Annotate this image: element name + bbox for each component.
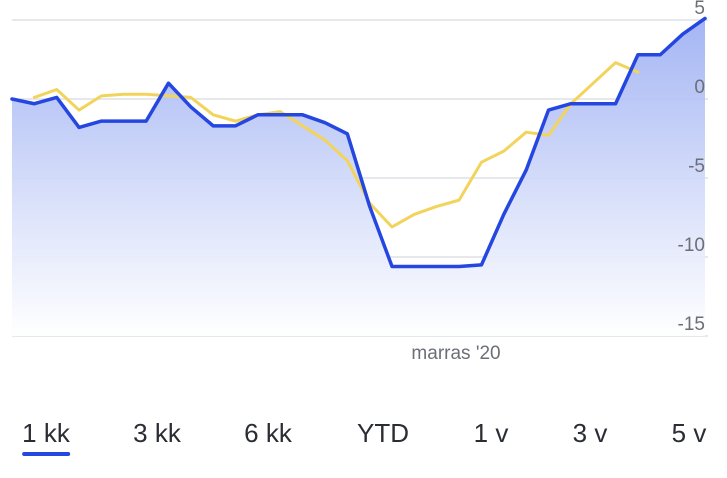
- y-tick-label: -5: [688, 156, 705, 177]
- tab-3-v[interactable]: 3 v: [573, 418, 608, 449]
- period-tabs: 1 kk 3 kk 6 kk YTD 1 v 3 v 5 v: [0, 418, 727, 458]
- tab-label: 1 kk: [22, 418, 70, 448]
- x-axis-tick-label: marras '20: [411, 343, 500, 364]
- series-line-comparison: [32, 61, 640, 229]
- tab-3-kk[interactable]: 3 kk: [133, 418, 181, 449]
- series-line-primary: [10, 16, 707, 269]
- line-chart: 5 0 -5 -10 -15 marras '20: [10, 0, 708, 364]
- y-axis-labels: 5 0 -5 -10 -15: [678, 0, 705, 335]
- tab-1-v[interactable]: 1 v: [474, 418, 509, 449]
- tab-5-v[interactable]: 5 v: [672, 418, 707, 449]
- tab-label: 5 v: [671, 418, 707, 448]
- tab-6-kk[interactable]: 6 kk: [244, 418, 292, 449]
- y-tick-label: -15: [678, 314, 705, 335]
- tab-label: YTD: [357, 418, 409, 448]
- series-area-fill: [12, 18, 705, 336]
- y-tick-label: 0: [694, 77, 705, 98]
- tab-label: 6 kk: [244, 418, 292, 448]
- tab-label: 3 v: [572, 418, 608, 448]
- tab-1-kk[interactable]: 1 kk: [22, 418, 70, 456]
- tab-label: 1 v: [473, 418, 509, 448]
- y-tick-label: 5: [694, 0, 705, 19]
- tab-ytd[interactable]: YTD: [357, 418, 409, 449]
- y-tick-label: -10: [678, 235, 705, 256]
- active-tab-indicator: [22, 452, 70, 456]
- tab-label: 3 kk: [133, 418, 181, 448]
